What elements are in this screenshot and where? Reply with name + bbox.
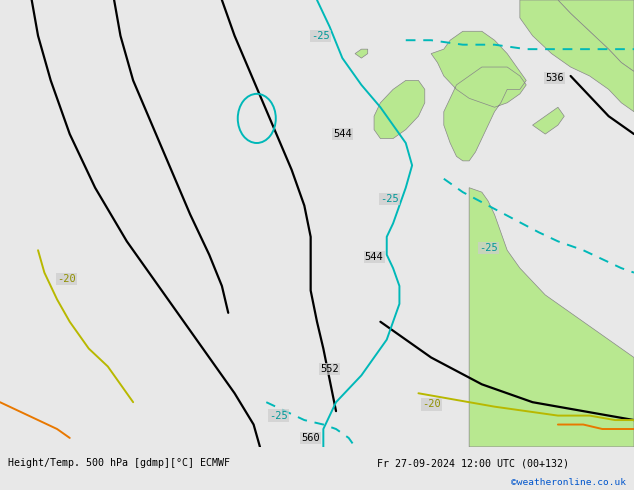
Polygon shape (520, 0, 634, 112)
Polygon shape (355, 49, 368, 58)
Polygon shape (558, 0, 634, 72)
Polygon shape (533, 107, 564, 134)
Text: -25: -25 (479, 243, 498, 253)
Text: -25: -25 (269, 411, 288, 420)
Polygon shape (374, 80, 425, 139)
Text: ©weatheronline.co.uk: ©weatheronline.co.uk (512, 478, 626, 487)
Text: 552: 552 (320, 364, 339, 374)
Text: -20: -20 (57, 274, 76, 284)
Text: 536: 536 (545, 73, 564, 83)
Text: Fr 27-09-2024 12:00 UTC (00+132): Fr 27-09-2024 12:00 UTC (00+132) (377, 458, 569, 468)
Text: -20: -20 (422, 399, 441, 410)
Text: -25: -25 (380, 194, 399, 204)
Text: 560: 560 (301, 433, 320, 443)
Polygon shape (431, 31, 526, 161)
Text: 544: 544 (365, 252, 384, 262)
Text: -25: -25 (311, 31, 330, 41)
Polygon shape (469, 188, 634, 447)
Text: Height/Temp. 500 hPa [gdmp][°C] ECMWF: Height/Temp. 500 hPa [gdmp][°C] ECMWF (8, 458, 230, 468)
Text: 544: 544 (333, 129, 352, 139)
